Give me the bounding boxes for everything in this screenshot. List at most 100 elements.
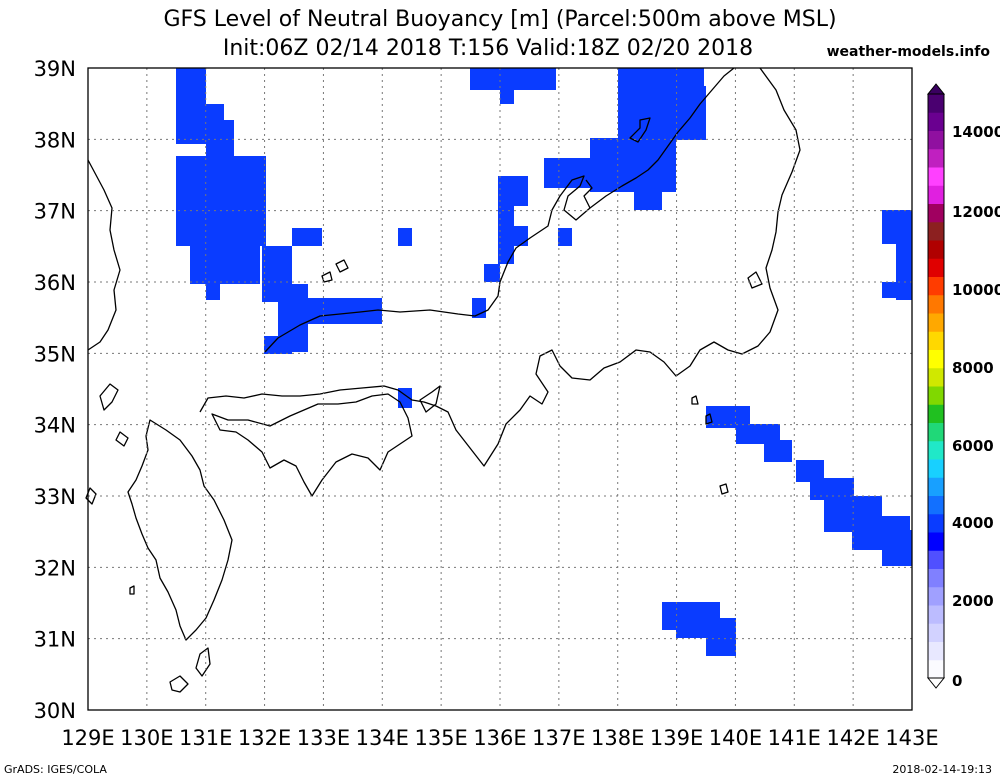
- colorbar-segment: [928, 550, 944, 569]
- colorbar-label: 14000: [952, 123, 1000, 141]
- colorbar: [926, 83, 946, 689]
- lat-label: 32N: [34, 556, 76, 580]
- colorbar-segment: [928, 313, 944, 332]
- colorbar-label: 6000: [952, 437, 994, 455]
- lnb-cell: [882, 210, 912, 244]
- colorbar-segment: [928, 294, 944, 314]
- lnb-cell: [736, 424, 780, 444]
- lnb-cell: [514, 226, 528, 246]
- map-subtitle: Init:06Z 02/14 2018 T:156 Valid:18Z 02/2…: [222, 36, 754, 61]
- colorbar-segment: [928, 386, 944, 405]
- colorbar-segment: [928, 659, 944, 679]
- colorbar-segment: [928, 495, 944, 515]
- lnb-cell: [484, 264, 500, 282]
- longitude-labels: 129E 130E 131E 132E 133E 134E 135E 136E 137E 138E…: [61, 726, 938, 750]
- colorbar-segment: [928, 568, 944, 588]
- colorbar-segment: [928, 130, 944, 150]
- lnb-cell: [498, 176, 528, 206]
- lnb-cell: [498, 204, 514, 264]
- colorbar-segment: [928, 94, 944, 113]
- colorbar-segment: [928, 258, 944, 277]
- graticule: [88, 68, 912, 710]
- timestamp: 2018-02-14-19:13: [892, 763, 992, 776]
- lat-label: 31N: [34, 628, 76, 652]
- lon-label: 129E: [61, 726, 114, 750]
- lnb-cell: [558, 228, 572, 246]
- lnb-cell: [398, 228, 412, 246]
- latitude-labels: 39N 38N 37N 36N 35N 34N 33N 32N 31N 30N: [34, 57, 76, 723]
- grads-credit: GrADS: IGES/COLA: [4, 763, 107, 776]
- lat-label: 38N: [34, 128, 76, 152]
- colorbar-segment: [928, 641, 944, 661]
- lon-label: 142E: [826, 726, 879, 750]
- colorbar-segment: [928, 221, 944, 241]
- lnb-shading: [176, 68, 912, 656]
- colorbar-segment: [928, 276, 944, 296]
- lnb-cell: [206, 120, 234, 160]
- lon-label: 141E: [768, 726, 821, 750]
- lat-label: 30N: [34, 699, 76, 723]
- colorbar-segment: [928, 586, 944, 606]
- colorbar-segment: [928, 477, 944, 496]
- colorbar-segment: [928, 240, 944, 259]
- colorbar-segment: [928, 203, 944, 223]
- lon-label: 134E: [356, 726, 409, 750]
- colorbar-label: 8000: [952, 359, 994, 377]
- colorbar-bottom-arrow: [926, 677, 946, 689]
- colorbar-segment: [928, 440, 944, 460]
- map-title: GFS Level of Neutral Buoyancy [m] (Parce…: [163, 7, 837, 32]
- lon-label: 143E: [885, 726, 938, 750]
- colorbar-segment: [928, 404, 944, 423]
- colorbar-segment: [928, 422, 944, 442]
- colorbar-segment: [928, 605, 944, 624]
- colorbar-labels: 14000 12000 10000 8000 6000 4000 2000 0: [952, 123, 1000, 690]
- lnb-cell: [206, 280, 220, 300]
- lnb-cell: [676, 86, 706, 140]
- lnb-cell: [634, 186, 662, 210]
- lnb-cell: [590, 138, 676, 192]
- colorbar-label: 2000: [952, 592, 994, 610]
- lnb-cell: [264, 336, 292, 354]
- lon-label: 137E: [532, 726, 585, 750]
- lon-label: 130E: [120, 726, 173, 750]
- colorbar-label: 10000: [952, 281, 1000, 299]
- lat-label: 36N: [34, 271, 76, 295]
- colorbar-segment: [928, 349, 944, 369]
- site-watermark: weather-models.info: [826, 44, 990, 60]
- lat-label: 39N: [34, 57, 76, 81]
- lat-label: 34N: [34, 414, 76, 438]
- lat-label: 33N: [34, 485, 76, 509]
- map-frame: [87, 67, 913, 711]
- lat-label: 37N: [34, 200, 76, 224]
- colorbar-label: 12000: [952, 203, 1000, 221]
- lon-label: 138E: [591, 726, 644, 750]
- colorbar-segment: [928, 623, 944, 642]
- lnb-cell: [676, 618, 736, 638]
- lnb-cell: [796, 460, 824, 482]
- colorbar-label: 4000: [952, 514, 994, 532]
- colorbar-label: 0: [952, 672, 962, 690]
- colorbar-segment: [928, 112, 944, 131]
- lat-label: 35N: [34, 342, 76, 366]
- lnb-cell: [190, 228, 260, 284]
- colorbar-segment: [928, 513, 944, 533]
- lnb-cell: [500, 86, 514, 104]
- colorbar-top-arrow: [926, 83, 946, 95]
- lnb-cell: [470, 68, 556, 90]
- colorbar-segment: [928, 148, 944, 168]
- coastlines: [85, 67, 801, 693]
- colorbar-segment: [928, 185, 944, 204]
- lon-label: 135E: [414, 726, 467, 750]
- lnb-cell: [882, 282, 910, 298]
- lon-label: 132E: [238, 726, 291, 750]
- lnb-cell: [292, 228, 322, 246]
- lnb-cell: [810, 478, 854, 500]
- lnb-cell: [882, 530, 912, 566]
- colorbar-segment: [928, 532, 944, 551]
- lon-label: 140E: [709, 726, 762, 750]
- colorbar-segment: [928, 167, 944, 186]
- lnb-cell: [706, 406, 750, 428]
- lnb-cell: [706, 634, 736, 656]
- lon-label: 139E: [650, 726, 703, 750]
